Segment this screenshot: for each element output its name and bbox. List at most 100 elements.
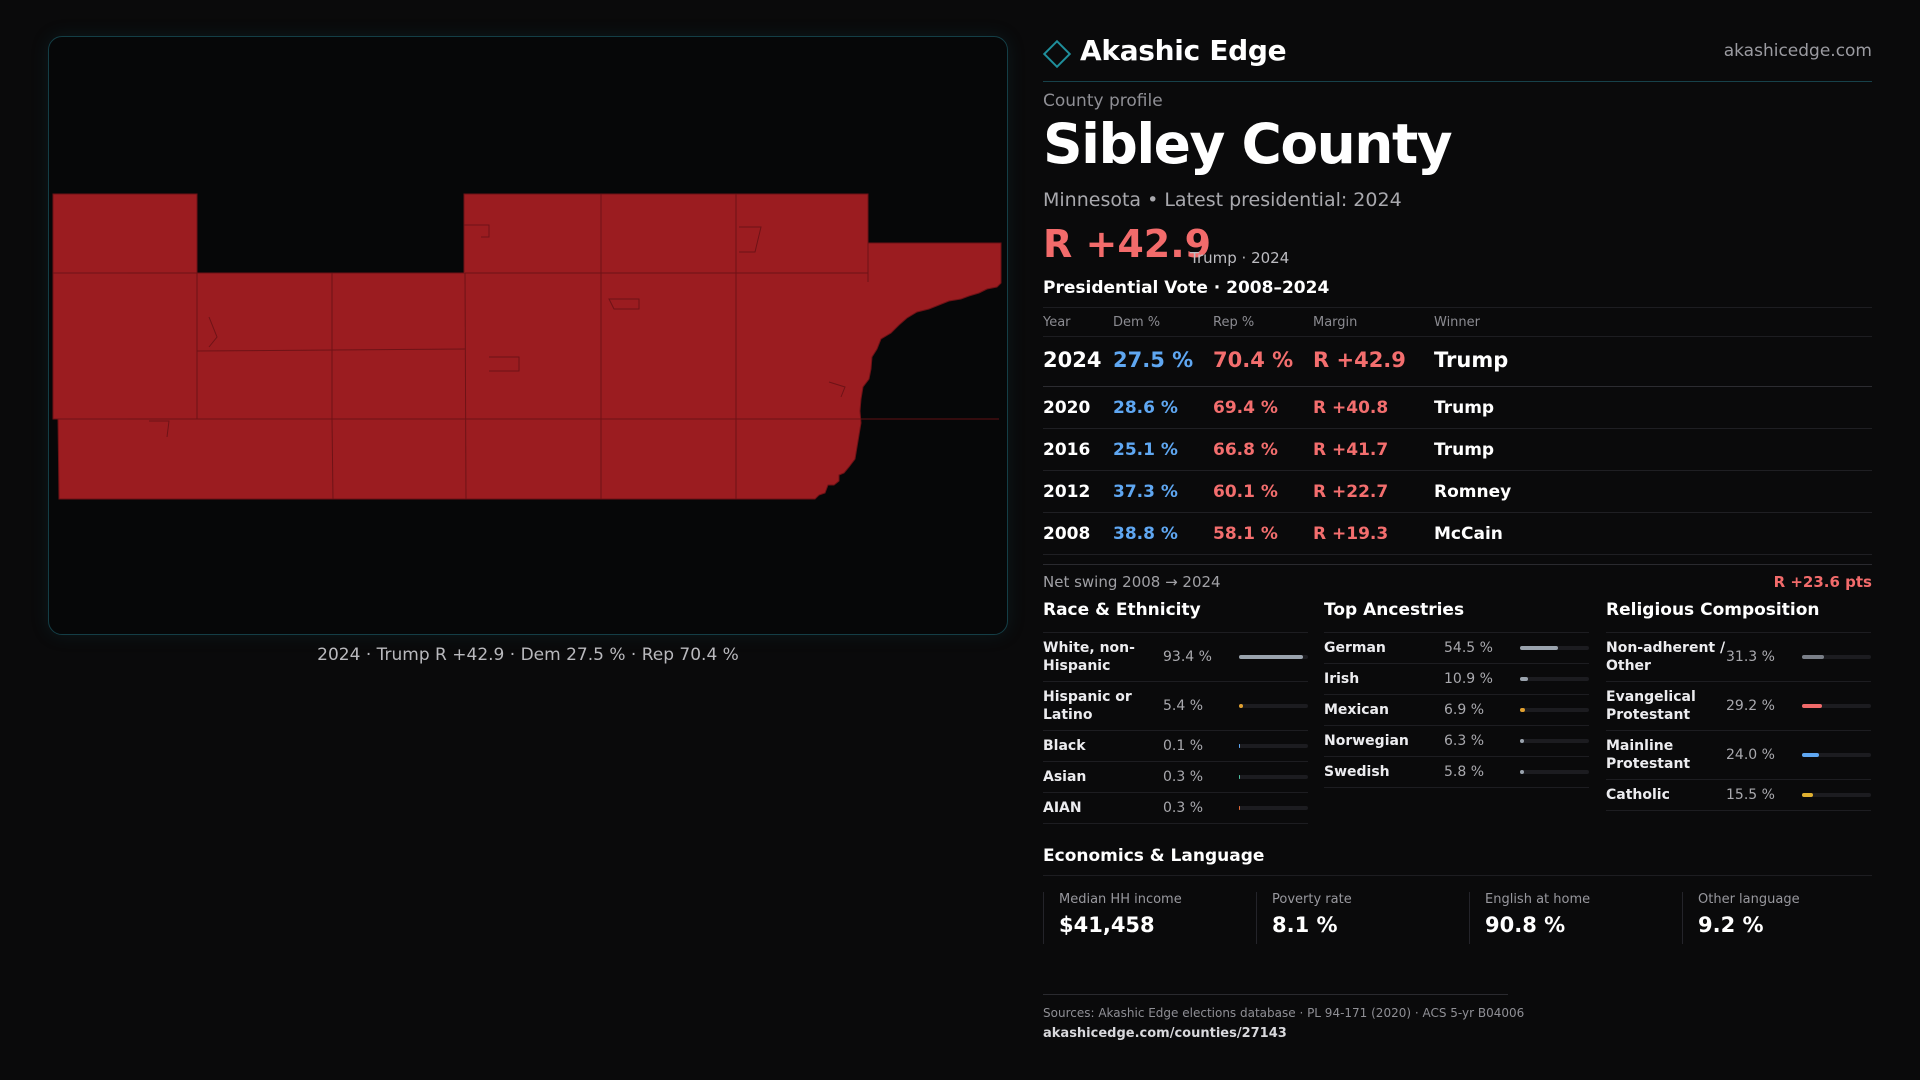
stat-value: 10.9 %: [1444, 671, 1493, 687]
list-item: Catholic 15.5 %: [1606, 780, 1871, 811]
stat-label: Asian: [1043, 769, 1087, 785]
brand-header: Akashic Edge akashicedge.com: [1042, 30, 1872, 82]
county-map-panel: [48, 36, 1008, 635]
stat-bar-track: [1239, 806, 1308, 810]
econ-stat-label: Other language: [1698, 892, 1800, 907]
stat-bar-track: [1239, 655, 1308, 659]
col-header-margin: Margin: [1313, 315, 1358, 330]
stat-bar-fill: [1520, 677, 1528, 681]
ancestry-section: Top Ancestries German 54.5 % Irish 10.9 % Me…: [1324, 600, 1589, 788]
net-swing-value: R +23.6 pts: [1773, 573, 1872, 591]
vote-table-header: Year Dem % Rep % Margin Winner: [1043, 307, 1872, 337]
footer-sources: Sources: Akashic Edge elections database…: [1043, 1006, 1525, 1020]
religion-section-title: Religious Composition: [1606, 600, 1820, 620]
cell-winner: Romney: [1434, 482, 1512, 502]
county-shape[interactable]: [52, 193, 1002, 500]
cell-year: 2008: [1043, 524, 1091, 544]
footer-link[interactable]: akashicedge.com/counties/27143: [1043, 1026, 1287, 1041]
cell-dem: 38.8 %: [1113, 524, 1178, 544]
stat-label: Catholic: [1606, 787, 1670, 803]
stat-value: 29.2 %: [1726, 698, 1775, 714]
stat-value: 6.9 %: [1444, 702, 1485, 718]
table-row: 2012 37.3 % 60.1 % R +22.7 Romney: [1043, 471, 1872, 513]
econ-stat-other-language: Other language 9.2 %: [1682, 892, 1872, 944]
stat-label: Evangelical Protestant: [1606, 689, 1696, 723]
stat-bar-fill: [1239, 775, 1241, 779]
stat-value: 0.3 %: [1163, 769, 1204, 785]
list-item: Asian 0.3 %: [1043, 762, 1308, 793]
stat-label: Norwegian: [1324, 733, 1409, 749]
list-item: Norwegian 6.3 %: [1324, 726, 1589, 757]
stat-bar-fill: [1520, 646, 1558, 650]
stat-bar-fill: [1802, 704, 1823, 708]
econ-stat-value: 8.1 %: [1272, 913, 1338, 937]
stat-bar-track: [1239, 775, 1308, 779]
stat-bar-track: [1239, 704, 1308, 708]
stat-value: 0.1 %: [1163, 738, 1204, 754]
cell-year: 2024: [1043, 348, 1102, 372]
stat-bar-fill: [1802, 655, 1824, 659]
stat-label: Mexican: [1324, 702, 1389, 718]
cell-dem: 37.3 %: [1113, 482, 1178, 502]
econ-stat-value: 90.8 %: [1485, 913, 1566, 937]
cell-year: 2016: [1043, 440, 1091, 460]
religion-list: Non-adherent / Other 31.3 % Evangelical Pr…: [1606, 632, 1871, 811]
stat-label: AIAN: [1043, 800, 1082, 816]
footer-divider: [1043, 994, 1508, 995]
table-row: 2024 27.5 % 70.4 % R +42.9 Trump: [1043, 337, 1872, 387]
stat-bar-fill: [1520, 708, 1525, 712]
stat-bar-track: [1802, 753, 1871, 757]
stat-bar-fill: [1520, 739, 1525, 743]
list-item: Hispanic or Latino 5.4 %: [1043, 682, 1308, 731]
cell-year: 2020: [1043, 398, 1091, 418]
cell-winner: Trump: [1434, 440, 1495, 460]
race-section-title: Race & Ethnicity: [1043, 600, 1201, 620]
cell-winner: Trump: [1434, 348, 1509, 372]
stat-bar-fill: [1802, 753, 1819, 757]
list-item: Evangelical Protestant 29.2 %: [1606, 682, 1871, 731]
stat-bar-fill: [1239, 704, 1243, 708]
stat-bar-track: [1802, 655, 1871, 659]
econ-stat-label: Poverty rate: [1272, 892, 1352, 907]
stat-value: 54.5 %: [1444, 640, 1493, 656]
stat-bar-track: [1802, 704, 1871, 708]
vote-table-title: Presidential Vote · 2008–2024: [1043, 278, 1330, 298]
stat-bar-track: [1239, 744, 1308, 748]
econ-stat-value: 9.2 %: [1698, 913, 1764, 937]
stat-value: 6.3 %: [1444, 733, 1485, 749]
list-item: White, non-Hispanic 93.4 %: [1043, 633, 1308, 682]
cell-margin: R +19.3: [1313, 524, 1389, 544]
cell-rep: 70.4 %: [1213, 348, 1294, 372]
list-item: Black 0.1 %: [1043, 731, 1308, 762]
stat-bar-track: [1802, 793, 1871, 797]
stat-bar-track: [1520, 739, 1589, 743]
econ-stat-label: Median HH income: [1059, 892, 1182, 907]
county-map: [52, 193, 1002, 500]
table-row: 2016 25.1 % 66.8 % R +41.7 Trump: [1043, 429, 1872, 471]
stat-value: 93.4 %: [1163, 649, 1212, 665]
econ-stat-income: Median HH income $41,458: [1043, 892, 1256, 944]
brand-url-link[interactable]: akashicedge.com: [1723, 41, 1872, 61]
list-item: German 54.5 %: [1324, 633, 1589, 664]
col-header-year: Year: [1043, 315, 1071, 330]
stat-bar-track: [1520, 646, 1589, 650]
table-row: 2008 38.8 % 58.1 % R +19.3 McCain: [1043, 513, 1872, 555]
list-item: AIAN 0.3 %: [1043, 793, 1308, 824]
list-item: Non-adherent / Other 31.3 %: [1606, 633, 1871, 682]
stat-label: German: [1324, 640, 1386, 656]
county-profile-panel: Akashic Edge akashicedge.com County prof…: [1042, 0, 1872, 1080]
race-ethnicity-section: Race & Ethnicity White, non-Hispanic 93.4…: [1043, 600, 1308, 824]
race-list: White, non-Hispanic 93.4 % Hispanic or Lat…: [1043, 632, 1308, 824]
stat-label: Mainline Protestant: [1606, 738, 1691, 772]
net-swing-label: Net swing 2008 → 2024: [1043, 573, 1221, 591]
cell-margin: R +42.9: [1313, 348, 1406, 372]
economics-section-title: Economics & Language: [1043, 846, 1265, 866]
cell-rep: 60.1 %: [1213, 482, 1278, 502]
map-caption: 2024 · Trump R +42.9 · Dem 27.5 % · Rep …: [317, 645, 739, 665]
cell-rep: 69.4 %: [1213, 398, 1278, 418]
cell-rep: 58.1 %: [1213, 524, 1278, 544]
headline-margin: R +42.9: [1043, 222, 1212, 266]
stat-value: 5.8 %: [1444, 764, 1485, 780]
eyebrow-label: County profile: [1043, 91, 1163, 111]
brand-name[interactable]: Akashic Edge: [1080, 34, 1287, 67]
